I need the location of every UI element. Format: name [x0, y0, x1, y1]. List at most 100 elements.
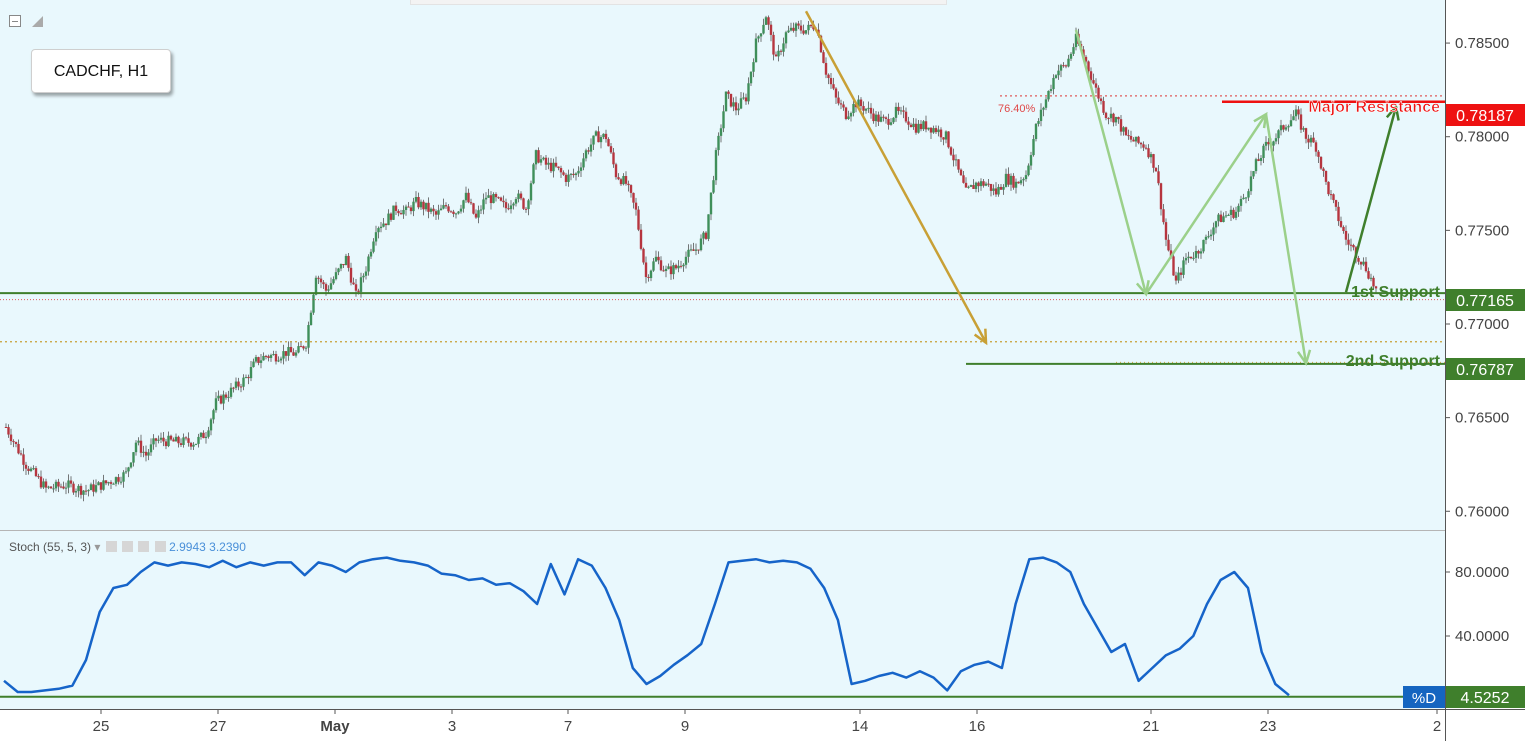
candle-body [242, 377, 245, 387]
candle-body [662, 270, 665, 272]
stoch-visibility-icon[interactable] [105, 541, 117, 552]
maximize-pane-icon[interactable] [32, 16, 43, 27]
candle-body [742, 97, 745, 99]
candle-body [564, 174, 568, 182]
candle-body [1112, 113, 1115, 123]
candle-body [792, 27, 795, 31]
collapse-pane-button[interactable] [9, 15, 21, 27]
candle-body [1037, 121, 1040, 124]
candle-body [542, 157, 545, 160]
candle-body [699, 238, 703, 251]
candle-body [212, 410, 215, 420]
candle-body [552, 162, 555, 172]
candle-body [309, 312, 313, 326]
candle-body [624, 176, 628, 184]
second-support-price-text: 0.76787 [1456, 362, 1514, 379]
candle-body [349, 267, 353, 283]
candle-body [402, 209, 405, 215]
candle-body [799, 25, 803, 31]
candle-body [1104, 112, 1108, 119]
candle-body [227, 396, 230, 398]
candle-body [447, 206, 450, 212]
candle-body [217, 395, 220, 399]
candle-body [247, 377, 250, 379]
candle-body [562, 172, 565, 175]
candle-body [254, 357, 258, 362]
candle-body [1192, 257, 1195, 259]
candle-body [1072, 47, 1075, 54]
candle-body [437, 210, 440, 215]
candle-body [407, 206, 410, 208]
candle-body [582, 158, 585, 168]
candle-body [974, 182, 978, 189]
candle-body [874, 114, 878, 122]
trend-arrow-head [1385, 103, 1400, 121]
candle-body [307, 325, 310, 348]
price-tick-label: 0.77500 [1455, 222, 1509, 239]
candle-body [124, 471, 128, 473]
candle-body [234, 381, 238, 388]
stoch-gear-icon[interactable] [122, 541, 134, 552]
candle-body [992, 188, 995, 191]
candle-body [712, 180, 715, 193]
candle-body [857, 99, 860, 108]
candle-body [67, 480, 70, 488]
candle-body [737, 108, 740, 111]
candle-body [137, 440, 140, 443]
candle-body [84, 490, 88, 492]
candle-body [257, 357, 260, 363]
candle-body [807, 24, 810, 31]
candle-body [877, 114, 880, 122]
candle-body [574, 173, 578, 176]
candle-body [1357, 258, 1360, 262]
stoch-more-icon[interactable] [154, 541, 166, 552]
time-tick-label: 21 [1143, 718, 1160, 735]
candle-body [1187, 256, 1190, 259]
candle-body [642, 248, 645, 263]
candle-body [374, 232, 378, 242]
candle-body [922, 121, 925, 130]
candle-body [57, 481, 60, 487]
candle-body [72, 483, 75, 493]
candle-body [1329, 194, 1333, 196]
candle-body [1322, 168, 1325, 172]
candle-body [512, 203, 515, 206]
candle-body [567, 174, 570, 182]
candle-body [357, 290, 360, 292]
candle-body [1372, 277, 1375, 287]
candle-body [494, 194, 498, 198]
candle-body [164, 441, 168, 447]
candle-body [804, 30, 808, 34]
candle-body [29, 468, 33, 471]
candle-body [1057, 70, 1060, 76]
trend-arrow-line [1074, 29, 1148, 295]
stoch-close-icon[interactable] [138, 541, 150, 552]
candle-body [734, 102, 738, 111]
candle-body [1234, 211, 1238, 218]
candle-body [999, 186, 1003, 190]
candle-body [1094, 83, 1098, 88]
candle-body [1294, 109, 1298, 117]
candle-body [842, 104, 845, 108]
candle-body [1142, 144, 1145, 148]
candle-body [1127, 135, 1130, 137]
top-toolbar-strip[interactable] [410, 0, 947, 5]
candle-body [54, 481, 58, 489]
stoch-settings-icon[interactable]: ▾ [94, 540, 104, 554]
candle-body [774, 54, 778, 57]
candle-body [422, 201, 425, 210]
candle-body [959, 169, 963, 176]
candle-body [489, 195, 493, 204]
candle-body [954, 159, 958, 161]
candle-body [304, 347, 308, 349]
candle-body [1039, 109, 1043, 122]
candle-body [812, 26, 815, 30]
candle-body [704, 232, 708, 239]
candle-body [322, 282, 325, 285]
resistance-price-badge [1446, 104, 1525, 126]
candle-body [1169, 250, 1173, 257]
candle-body [884, 117, 888, 119]
candle-body [597, 131, 600, 143]
candle-body [1302, 128, 1305, 130]
